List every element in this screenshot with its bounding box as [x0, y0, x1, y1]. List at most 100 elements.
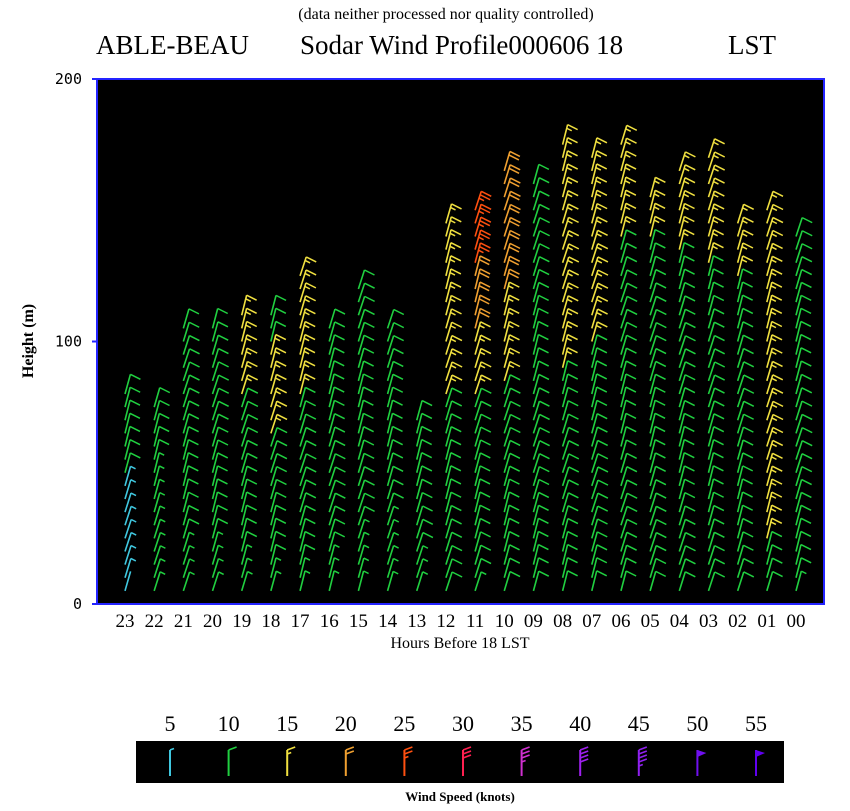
- wind-barb: [532, 530, 549, 552]
- wind-barb: [240, 400, 259, 421]
- wind-barb: [386, 570, 399, 592]
- wind-barb: [474, 478, 491, 500]
- wind-barb: [678, 478, 695, 500]
- wind-barb: [328, 347, 345, 368]
- wind-barb: [474, 517, 491, 539]
- wind-barb: [620, 269, 638, 290]
- wind-barb: [532, 517, 549, 539]
- wind-barb: [766, 294, 783, 316]
- wind-barb: [503, 320, 520, 342]
- wind-barb: [503, 255, 521, 277]
- wind-barb: [386, 399, 403, 421]
- wind-barb: [299, 333, 316, 355]
- wind-barb: [211, 334, 229, 355]
- wind-barb: [503, 150, 521, 172]
- wind-barb: [795, 530, 812, 552]
- wind-barb: [561, 492, 579, 513]
- wind-barb: [386, 505, 400, 526]
- wind-barb: [357, 269, 375, 290]
- legend-barb: [344, 746, 355, 776]
- wind-barb: [357, 505, 375, 526]
- wind-barb: [328, 531, 346, 552]
- wind-barb: [270, 294, 287, 316]
- wind-barb: [153, 452, 165, 473]
- wind-barb: [445, 242, 462, 263]
- wind-barb: [124, 373, 141, 395]
- wind-barb: [445, 452, 462, 473]
- wind-barb: [503, 439, 521, 460]
- legend-title: Wind Speed (knots): [405, 789, 515, 804]
- wind-barb: [532, 203, 550, 224]
- wind-barb: [182, 558, 195, 578]
- wind-barb: [561, 320, 579, 342]
- wind-barb: [386, 360, 404, 382]
- wind-barb: [678, 452, 695, 473]
- wind-barb: [649, 412, 666, 434]
- wind-barb: [415, 452, 433, 473]
- wind-barb: [561, 346, 578, 368]
- wind-barb: [678, 571, 696, 592]
- wind-barb: [240, 570, 253, 592]
- wind-barb: [445, 400, 463, 421]
- wind-barb: [736, 334, 754, 355]
- wind-barb: [328, 518, 346, 539]
- wind-barb: [707, 216, 725, 237]
- wind-barb: [736, 242, 754, 263]
- wind-barb: [445, 203, 462, 224]
- wind-barb: [678, 361, 696, 382]
- wind-barb: [532, 504, 549, 526]
- wind-barb: [620, 399, 637, 421]
- wind-barb: [707, 465, 724, 487]
- wind-barb: [620, 137, 637, 158]
- wind-barb: [532, 347, 549, 368]
- wind-barb: [415, 545, 429, 565]
- wind-barb: [328, 386, 345, 408]
- wind-barb: [532, 163, 550, 185]
- wind-barb: [124, 571, 132, 592]
- wind-barb: [591, 439, 609, 460]
- wind-barb: [795, 440, 813, 460]
- wind-barb: [182, 438, 199, 460]
- wind-barb: [766, 400, 784, 421]
- wind-barb: [357, 544, 370, 565]
- wind-barb: [795, 268, 813, 290]
- legend-speed-label: 35: [511, 711, 533, 736]
- wind-barb: [736, 374, 755, 395]
- wind-barb: [299, 517, 316, 539]
- y-axis-label: Height (m): [20, 304, 37, 378]
- wind-barb: [649, 505, 667, 526]
- wind-barb: [678, 255, 695, 277]
- wind-barb: [678, 531, 696, 552]
- wind-barb: [182, 544, 195, 565]
- wind-barb: [474, 334, 492, 355]
- wind-barb: [707, 308, 725, 329]
- wind-barb: [620, 492, 638, 513]
- wind-barb: [445, 531, 463, 552]
- wind-barb: [270, 373, 287, 395]
- wind-barb: [620, 386, 637, 408]
- wind-barb: [357, 386, 374, 408]
- wind-barb: [532, 333, 549, 355]
- wind-barb: [707, 400, 725, 421]
- wind-barb: [736, 413, 754, 434]
- wind-barb: [503, 570, 521, 592]
- wind-barb: [211, 465, 228, 487]
- wind-barb: [182, 387, 200, 408]
- wind-barb: [620, 439, 637, 460]
- wind-barb: [182, 504, 200, 526]
- wind-barb: [678, 151, 696, 172]
- wind-barb: [328, 544, 340, 565]
- wind-barb: [124, 386, 141, 408]
- wind-barb: [211, 531, 224, 552]
- wind-barb: [445, 321, 463, 342]
- wind-barb: [707, 426, 725, 447]
- wind-barb: [736, 307, 754, 329]
- x-tick-label: 07: [582, 611, 601, 632]
- wind-barb: [678, 281, 696, 303]
- wind-barb: [678, 335, 696, 355]
- wind-barb: [270, 387, 287, 408]
- wind-barb: [649, 228, 666, 250]
- wind-barb: [153, 531, 166, 552]
- wind-barb: [795, 333, 812, 355]
- wind-barb: [561, 333, 578, 355]
